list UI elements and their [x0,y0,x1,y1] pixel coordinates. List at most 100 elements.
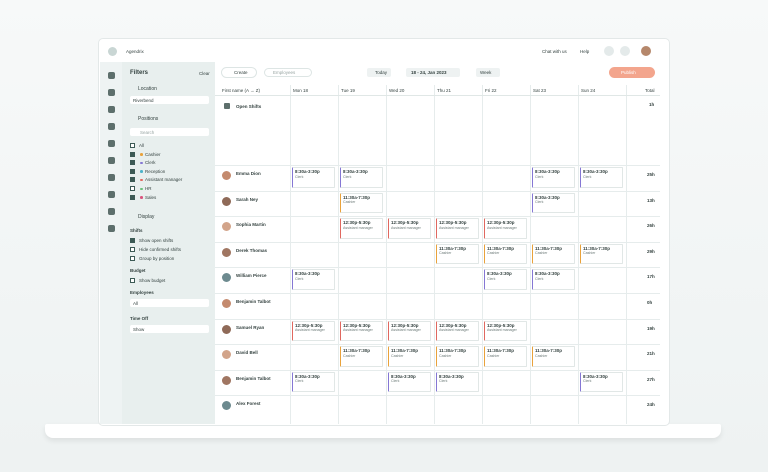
shift-time: 11:30a-7:30p [343,194,371,200]
shift-card[interactable] [340,167,383,188]
shift-card[interactable] [340,192,383,214]
nav-icon[interactable] [108,191,115,198]
shift-position: Cashier [439,353,452,358]
shift-card[interactable] [340,320,383,342]
shift-card[interactable] [388,320,431,342]
checkbox[interactable] [130,177,135,183]
total-header: Total [645,88,655,93]
employees-select[interactable] [130,299,209,307]
shift-card[interactable] [388,371,431,393]
chat-link[interactable]: Chat with us [542,49,567,54]
nav-icon[interactable] [108,174,115,181]
nav-icon[interactable] [108,140,115,147]
nav-icon[interactable] [108,72,115,79]
shift-card[interactable] [532,269,575,290]
icon-button[interactable] [620,46,630,56]
search-box[interactable] [264,68,312,77]
checkbox[interactable] [130,278,135,283]
range-box[interactable] [406,68,460,77]
nav-icon[interactable] [108,123,115,130]
open-icon [224,103,230,109]
shift-card[interactable] [580,167,623,188]
shift-time: 8:30a-3:30p [583,373,608,379]
shift-card[interactable] [436,243,479,265]
positions-search[interactable] [130,128,209,136]
shift-time: 8:30a-3:30p [583,169,608,174]
employee-name[interactable]: Benjamin Talbot [236,375,271,381]
shift-card[interactable] [436,218,479,239]
shift-card[interactable] [484,320,527,342]
shift-card[interactable] [484,243,527,265]
shift-card[interactable] [532,243,575,265]
checkbox[interactable] [130,256,135,261]
employee-name[interactable]: William Pierce [236,273,267,279]
open-total: 1h [649,102,655,107]
position-name: Cashier [145,151,161,157]
column-line [530,85,531,424]
nav-icon[interactable] [108,106,115,113]
shift-card[interactable] [292,320,335,342]
today-button[interactable] [367,68,391,77]
create-button[interactable] [221,67,257,78]
employee-total: 29h [647,248,655,254]
position-dot [140,196,143,199]
employee-name[interactable]: Benjamin Talbot [236,299,271,304]
shift-card[interactable] [580,371,623,393]
shift-card[interactable] [292,371,335,393]
employee-name[interactable]: Sarah Ney [236,196,259,202]
employees-value: All [133,301,139,306]
shift-card[interactable] [532,192,575,214]
shift-card[interactable] [388,218,431,239]
employee-name[interactable]: Sophia Martin [236,222,266,228]
avatar [641,46,651,56]
shift-card[interactable] [484,346,527,367]
shift-position: Cashier [343,353,356,358]
shift-card[interactable] [292,269,335,290]
employee-name[interactable]: Samuel Ryan [236,324,265,330]
shift-card[interactable] [340,218,383,239]
nav-icon[interactable] [108,89,115,96]
shift-card[interactable] [436,346,479,367]
help-link[interactable]: Help [580,49,590,54]
employee-name[interactable]: David Bell [236,350,258,356]
nav-icon[interactable] [108,225,115,232]
shift-card[interactable] [484,218,527,239]
shift-position: Assistant manager [295,328,325,333]
day-header: Wed 20 [389,88,405,93]
shift-time: 8:30a-3:30p [535,194,560,200]
checkbox[interactable] [130,143,135,148]
checkbox[interactable] [130,186,135,191]
clear-link[interactable]: Clear [199,71,210,76]
shift-card[interactable] [388,346,431,367]
checkbox[interactable] [130,168,135,174]
icon-button[interactable] [604,46,614,56]
row-line [215,369,660,371]
shift-card[interactable] [292,167,335,188]
shift-card[interactable] [484,269,527,290]
checkbox[interactable] [130,247,135,252]
employee-name[interactable]: Emma Dion [236,171,261,176]
shift-card[interactable] [340,346,383,367]
app-name[interactable]: Agendrix [126,49,144,54]
shift-time: 12:30p-5:30p [343,220,371,226]
sort-label[interactable]: First name (A → Z) [222,88,261,93]
shift-card[interactable] [580,243,623,265]
employee-name[interactable]: Derek Thomas [236,247,268,253]
employee-name[interactable]: Alex Forest [236,401,261,407]
checkbox[interactable] [130,160,135,166]
nav-icon[interactable] [108,157,115,164]
time-off-select[interactable] [130,325,209,333]
publish-button[interactable] [609,67,655,78]
view-select[interactable] [476,68,500,77]
checkbox[interactable] [130,194,135,200]
location-select[interactable] [130,96,209,104]
shift-card[interactable] [532,346,575,367]
checkbox[interactable] [130,238,135,243]
employee-total: 26h [647,223,655,229]
shift-position: Clerk [583,379,592,384]
shift-card[interactable] [436,371,479,393]
nav-icon[interactable] [108,208,115,215]
shift-card[interactable] [436,320,479,342]
checkbox[interactable] [130,151,135,157]
shift-card[interactable] [532,167,575,188]
